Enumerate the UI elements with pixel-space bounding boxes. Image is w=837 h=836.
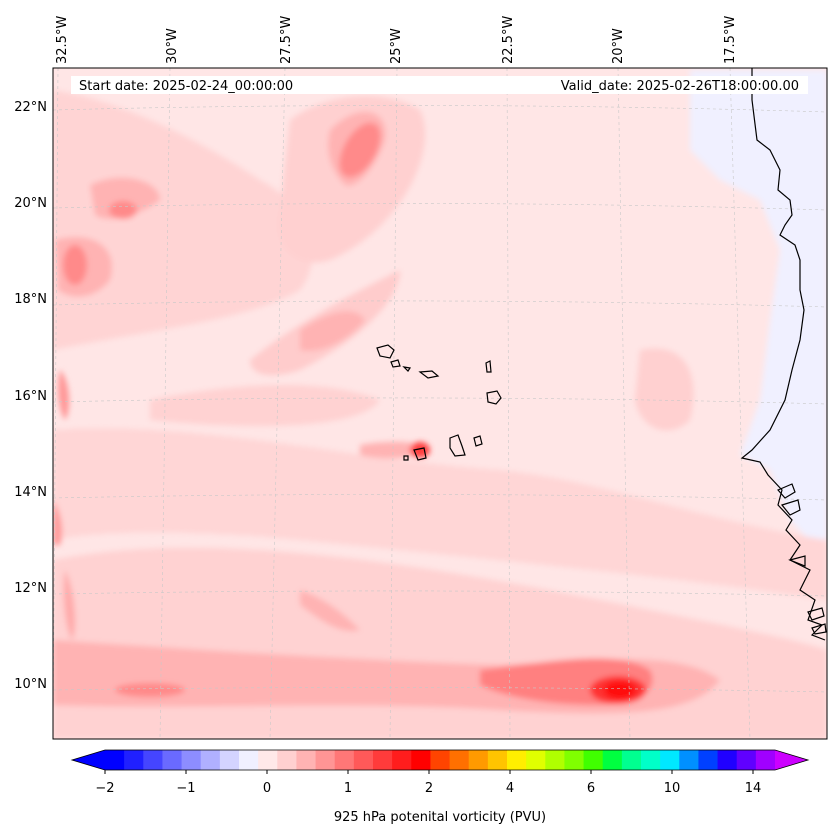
- colorbar-label: 925 hPa potenital vorticity (PVU): [334, 810, 546, 825]
- lat-label: 10°N: [14, 677, 47, 692]
- colorbar-cells: [105, 750, 776, 770]
- lon-label: 27.5°W: [279, 16, 294, 64]
- lat-labels: 22°N 20°N 18°N 16°N 14°N 12°N 10°N: [14, 100, 47, 692]
- lon-label: 25°W: [389, 28, 404, 64]
- header-box: [71, 76, 808, 94]
- colorbar-tick-labels: −2 −1 0 1 2 4 6 10 14: [95, 781, 761, 796]
- colorbar-cell: [315, 750, 336, 770]
- colorbar-cell: [334, 750, 355, 770]
- colorbar-cell: [526, 750, 546, 770]
- coastline: [740, 68, 827, 641]
- colorbar-cell: [487, 750, 508, 770]
- lon-labels: 32.5°W 30°W 27.5°W 25°W 22.5°W 20°W 17.5…: [55, 16, 738, 64]
- colorbar-tick-label: −1: [176, 781, 195, 796]
- lat-label: 12°N: [14, 581, 47, 596]
- colorbar-cell: [660, 750, 680, 770]
- colorbar-extend-min: [72, 750, 105, 770]
- colorbar-extend-max: [775, 750, 808, 770]
- colorbar-cell: [545, 750, 565, 770]
- colorbar-cell: [736, 750, 757, 770]
- colorbar-cell: [258, 750, 278, 770]
- colorbar-cell: [679, 750, 699, 770]
- colorbar-cell: [105, 750, 125, 770]
- colorbar-ticks: [104, 770, 754, 774]
- colorbar-cell: [583, 750, 604, 770]
- colorbar-cell: [698, 750, 719, 770]
- lat-label: 16°N: [14, 389, 47, 404]
- colorbar-tick-label: 0: [263, 781, 271, 796]
- colorbar-cell: [641, 750, 661, 770]
- colorbar-tick-label: 2: [425, 781, 433, 796]
- colorbar-cell: [181, 750, 202, 770]
- colorbar-cell: [755, 750, 776, 770]
- colorbar-tick-label: 6: [587, 781, 595, 796]
- colorbar-cell: [564, 750, 585, 770]
- colorbar-tick-label: 14: [745, 781, 762, 796]
- colorbar-cell: [602, 750, 623, 770]
- colorbar-tick-label: 1: [344, 781, 352, 796]
- colorbar: −2 −1 0 1 2 4 6 10 14 925 hPa potenital …: [70, 749, 810, 825]
- colorbar-cell: [143, 750, 163, 770]
- colorbar-cell: [621, 750, 642, 770]
- colorbar-cell: [124, 750, 144, 770]
- lon-label: 22.5°W: [501, 16, 516, 64]
- lat-label: 18°N: [14, 292, 47, 307]
- colorbar-cell: [430, 750, 451, 770]
- map-panel: [53, 68, 827, 739]
- colorbar-cell: [200, 750, 221, 770]
- colorbar-cell: [219, 750, 240, 770]
- lat-label: 20°N: [14, 196, 47, 211]
- lon-label: 17.5°W: [723, 16, 738, 64]
- colorbar-cell: [277, 750, 297, 770]
- gridlines: [53, 68, 827, 739]
- map-frame: [52, 67, 828, 740]
- colorbar-cell: [411, 750, 431, 770]
- colorbar-cell: [373, 750, 393, 770]
- colorbar-cell: [449, 750, 470, 770]
- colorbar-tick-label: 10: [664, 781, 681, 796]
- valid-date-text: Valid_date: 2025-02-26T18:00:00.00: [561, 79, 799, 94]
- colorbar-cell: [162, 750, 183, 770]
- colorbar-cell: [392, 750, 412, 770]
- lon-label: 20°W: [611, 28, 626, 64]
- lat-label: 22°N: [14, 100, 47, 115]
- colorbar-cell: [717, 750, 738, 770]
- colorbar-cell: [468, 750, 489, 770]
- colorbar-cell: [353, 750, 374, 770]
- colorbar-cell: [239, 750, 259, 770]
- cape-verde-islands: [376, 344, 502, 461]
- lat-label: 14°N: [14, 485, 47, 500]
- start-date-text: Start date: 2025-02-24_00:00:00: [79, 79, 293, 94]
- colorbar-cell: [507, 750, 527, 770]
- colorbar-tick-label: −2: [95, 781, 114, 796]
- lon-label: 32.5°W: [55, 16, 70, 64]
- lon-label: 30°W: [165, 28, 180, 64]
- colorbar-tick-label: 4: [506, 781, 514, 796]
- pv-contours: [53, 70, 827, 739]
- colorbar-cell: [296, 750, 317, 770]
